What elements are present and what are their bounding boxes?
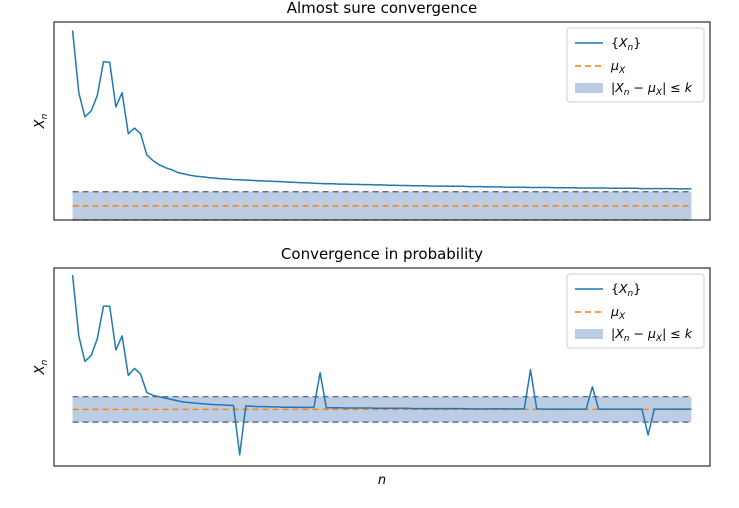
y-axis-label: Xn <box>33 359 50 375</box>
axes-frame <box>53 21 711 221</box>
legend: {Xn} μX |Xn − μX| ≤ k <box>566 27 705 103</box>
y-axis-label: Xn <box>33 113 50 129</box>
legend-swatch-band <box>575 83 603 93</box>
chart-title: Convergence in probability <box>281 245 483 263</box>
legend-label-xn: {Xn} <box>611 35 641 53</box>
legend-swatch-band <box>575 329 603 339</box>
legend-label-band: |Xn − μX| ≤ k <box>611 80 693 98</box>
chart-title: Almost sure convergence <box>287 0 478 17</box>
plot-area <box>71 30 692 221</box>
chart-in-probability: Convergence in probability Xn n {Xn} μX |X… <box>33 245 711 488</box>
x-axis-label: n <box>378 473 386 488</box>
xn-series-line <box>71 275 692 456</box>
axes-frame <box>53 267 711 467</box>
xn-series-line <box>71 30 692 190</box>
legend-label-band: |Xn − μX| ≤ k <box>611 326 693 344</box>
plot-area <box>71 275 692 456</box>
legend-label-mu: μX <box>610 58 626 76</box>
legend-label-xn: {Xn} <box>611 281 641 299</box>
chart-almost-sure: Almost sure convergence Xn {Xn} μX |Xn − μ… <box>33 0 711 221</box>
legend: {Xn} μX |Xn − μX| ≤ k <box>566 273 705 349</box>
legend-label-mu: μX <box>610 304 626 322</box>
